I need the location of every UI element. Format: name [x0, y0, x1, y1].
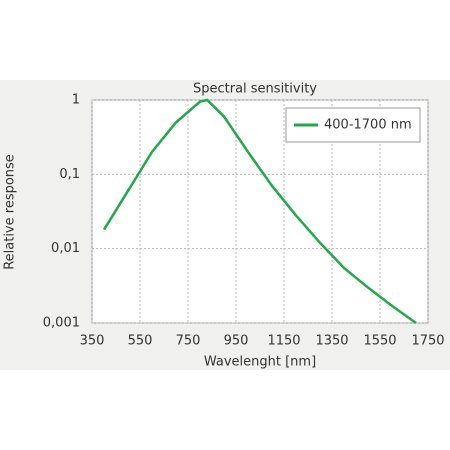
line	[102, 98, 417, 325]
x-tick-label: 1150	[267, 334, 300, 349]
y-tick-label: 0,01	[51, 241, 80, 256]
y-tick-label: 1	[72, 93, 80, 108]
x-tick-label: 550	[128, 334, 153, 349]
x-tick-label: 950	[224, 334, 249, 349]
legend-label: 400-1700 nm	[324, 118, 412, 133]
x-tick-label: 1750	[411, 334, 444, 349]
x-tick-label: 750	[176, 334, 201, 349]
x-tick-label: 1350	[315, 334, 348, 349]
chart-title: Spectral sensitivity	[193, 82, 317, 97]
x-axis-label: Wavelenght [nm]	[204, 355, 316, 370]
y-tick-label: 0,1	[59, 167, 80, 182]
x-tick-label: 1550	[363, 334, 396, 349]
y-axis-label: Relative response	[3, 154, 18, 270]
y-tick-label: 0,001	[43, 316, 80, 331]
x-tick-label: 350	[80, 334, 105, 349]
